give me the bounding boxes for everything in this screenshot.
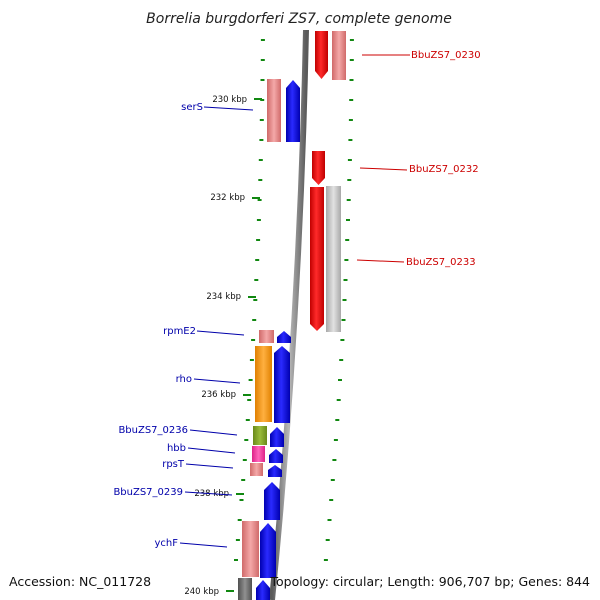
gene-arrow-rpme2[interactable] <box>277 331 291 343</box>
leader-line <box>356 259 405 263</box>
gene-arrow-rho[interactable] <box>274 346 290 423</box>
outer-scale-ticks <box>323 39 354 561</box>
scale-label-236: 236 kbp <box>201 390 251 400</box>
gene-label-bbuzs7-0239[interactable]: BbuZS7_0239 <box>113 487 183 498</box>
gene-label-hbb[interactable]: hbb <box>167 443 186 454</box>
scale-label-234: 234 kbp <box>206 292 256 302</box>
svg-text:236 kbp: 236 kbp <box>201 390 236 400</box>
gene-arrow-bbuzs7-0232[interactable] <box>312 151 325 185</box>
gene-arrow-bbuzs7-0233[interactable] <box>310 187 324 331</box>
gene-label-bbuzs7-0233[interactable]: BbuZS7_0233 <box>406 257 476 268</box>
gene-label-bbuzs7-0230[interactable]: BbuZS7_0230 <box>411 50 481 61</box>
scale-label-230: 230 kbp <box>212 95 262 105</box>
gene-arrow-hbb[interactable] <box>269 449 283 463</box>
gene-arrow-ychf[interactable] <box>260 523 276 578</box>
scale-label-240: 240 kbp <box>184 587 234 597</box>
svg-text:240 kbp: 240 kbp <box>184 587 219 597</box>
gene-arrow-sers[interactable] <box>286 80 300 142</box>
gene-rect-sers[interactable] <box>267 79 281 142</box>
leader-line <box>185 463 234 469</box>
gene-label-rho[interactable]: rho <box>176 374 192 385</box>
gene-rect-hbb[interactable] <box>252 446 265 462</box>
gene-label-ychf[interactable]: ychF <box>154 538 178 549</box>
gene-arrow-rpst[interactable] <box>268 465 282 477</box>
leader-line <box>359 167 408 171</box>
scale-label-232: 232 kbp <box>210 193 260 203</box>
svg-text:234 kbp: 234 kbp <box>206 292 241 302</box>
gene-rect-bbuzs7-0230[interactable] <box>332 31 346 80</box>
leader-line <box>196 330 245 336</box>
inner-scale-ticks <box>234 39 265 561</box>
genome-summary: Topology: circular; Length: 906,707 bp; … <box>270 574 591 589</box>
gene-arrow-bbuzs7-0236[interactable] <box>270 427 284 447</box>
gene-rect-bbuzs7-0236[interactable] <box>253 426 267 445</box>
gene-label-sers[interactable]: serS <box>181 102 203 113</box>
gene-rect-next-grey[interactable] <box>238 578 252 600</box>
gene-label-bbuzs7-0232[interactable]: BbuZS7_0232 <box>409 164 479 175</box>
leader-line <box>179 542 228 548</box>
gene-label-rpst[interactable]: rpsT <box>162 459 185 470</box>
gene-label-rpme2[interactable]: rpmE2 <box>163 326 196 337</box>
leader-line <box>184 491 233 496</box>
gene-rect-bbuzs7-0233[interactable] <box>326 186 341 332</box>
gene-label-bbuzs7-0236[interactable]: BbuZS7_0236 <box>118 425 188 436</box>
leader-line <box>187 447 236 454</box>
svg-text:232 kbp: 232 kbp <box>210 193 245 203</box>
gene-rect-rho[interactable] <box>255 346 272 422</box>
gene-arrow-bbuzs7-0239[interactable] <box>264 482 280 520</box>
leader-line <box>203 106 254 111</box>
accession-label: Accession: NC_011728 <box>9 574 151 589</box>
leader-line <box>189 429 238 436</box>
gene-arrow-bbuzs7-0230[interactable] <box>315 31 328 79</box>
gene-rect-rpme2[interactable] <box>259 330 274 343</box>
svg-text:230 kbp: 230 kbp <box>212 95 247 105</box>
leader-line <box>193 378 241 384</box>
gene-rect-rpst[interactable] <box>250 463 263 476</box>
gene-arrow-next-blue[interactable] <box>256 580 270 600</box>
genome-backbone <box>269 29 309 600</box>
genome-title: Borrelia burgdorferi ZS7, complete genom… <box>146 11 452 27</box>
gene-rect-ychf[interactable] <box>242 521 259 577</box>
